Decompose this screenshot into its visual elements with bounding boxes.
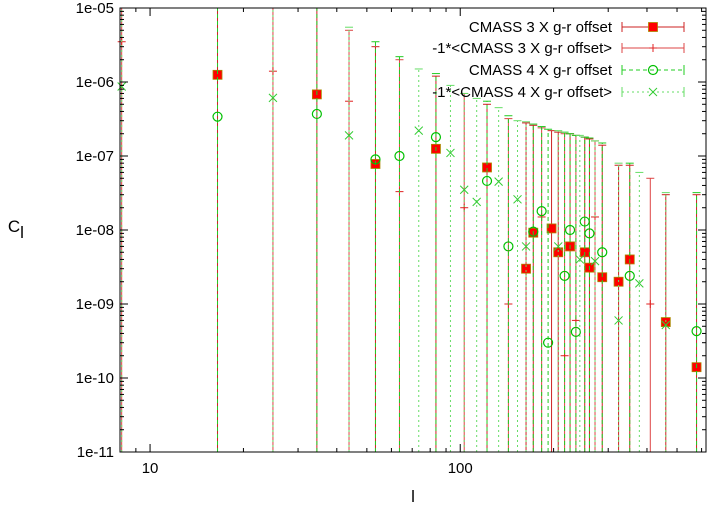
cross-b [268,93,278,103]
legend-marker [649,44,657,52]
cross-b [553,242,563,251]
data-point [634,279,644,288]
cross-b [446,148,455,158]
cross-b [414,126,424,136]
data-point [570,326,581,337]
cross-b [521,242,531,251]
y-tick-label: 1e-09 [76,296,114,313]
y-tick-label: 1e-07 [76,148,114,165]
axes-layer: 1e-11 1e-10 1e-09 1e-08 1e-07 1e-06 1e-05 10 100 [76,0,706,477]
data-point [614,316,623,325]
cross-b [344,131,354,140]
legend-label: CMASS 4 X g-r offset [469,62,613,79]
y-tick-label: 1e-08 [76,222,114,239]
x-tick-label: 10 [142,460,159,477]
data-point [559,270,570,281]
data-point [646,300,655,308]
data-point [459,185,469,195]
data-point [268,93,278,103]
cross-b [661,320,671,330]
y-axis-label-subscript: l [20,223,24,242]
legend: CMASS 3 X g-r offset -1*<CMASS 3 X g-r of… [432,19,685,101]
cross-b [117,82,127,91]
cross-b [648,87,658,97]
data-point [575,255,585,264]
legend-marker [648,87,658,97]
data-point [624,270,635,281]
data-point [394,150,405,162]
data-point [311,108,322,120]
cross-b [575,255,585,264]
cross-b [494,177,503,187]
data-point [564,224,576,236]
data-point [528,226,539,237]
data-point [584,228,595,239]
data-point [691,326,702,337]
data-point [503,241,514,252]
data-point [553,242,563,251]
legend-label: -1*<CMASS 3 X g-r offset> [432,40,612,57]
x-tick-label: 100 [448,460,473,477]
data-point [370,154,381,165]
cross-b [634,279,644,288]
data-point [117,82,127,91]
data-point [472,197,482,207]
y-tick-label: 1e-06 [76,74,114,91]
data-point [414,126,424,136]
data-point [481,175,493,187]
data-point [494,177,503,187]
cross-b [614,316,623,325]
data-point [513,194,522,204]
legend-label: -1*<CMASS 4 X g-r offset> [432,84,612,101]
cross-b [459,185,469,195]
data-point [521,242,531,251]
data-point [344,131,354,140]
y-tick-label: 1e-10 [76,370,114,387]
legend-label: CMASS 3 X g-r offset [469,19,613,36]
data-point [661,320,671,330]
cross-b [472,197,482,207]
cross-b [513,194,522,204]
series-2 [212,8,702,452]
data-point [597,247,608,258]
cross-b [590,256,600,266]
data-point [542,337,554,348]
data-point [430,132,442,143]
y-tick-label: 1e-05 [76,0,114,17]
series-0 [212,8,702,452]
data-layer [117,8,702,452]
legend-marker [647,64,659,76]
data-point [212,111,223,122]
y-axis-label: C [8,217,20,236]
data-point [590,256,600,266]
data-point [521,263,531,274]
x-axis-label: l [411,487,415,506]
data-point [446,148,455,158]
data-point [546,223,557,234]
legend-marker [648,22,658,32]
y-tick-label: 1e-11 [77,444,114,461]
data-point [536,206,547,217]
